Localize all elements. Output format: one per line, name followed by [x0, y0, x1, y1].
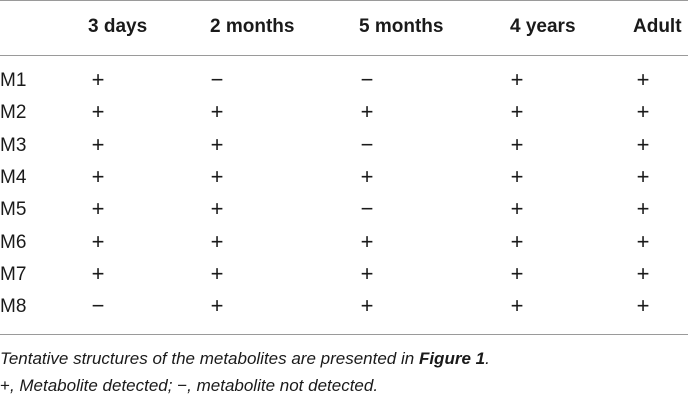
row-label-m6: M6: [0, 231, 27, 253]
top-rule: [0, 0, 688, 1]
table-cell: +: [636, 67, 650, 92]
row-label-m2: M2: [0, 102, 27, 124]
row-label-m1: M1: [0, 70, 27, 91]
table-cell: +: [360, 228, 374, 254]
table-cell: +: [510, 293, 524, 319]
table-cell: +: [210, 228, 224, 254]
table-cell: +: [636, 293, 650, 319]
table-cell: −: [360, 131, 374, 157]
legend-detected: , Metabolite detected;: [9, 376, 178, 395]
table-cell: +: [91, 228, 105, 254]
figure-reference: Figure 1: [418, 349, 486, 368]
table-cell: +: [510, 163, 524, 189]
table-cell: +: [360, 163, 374, 189]
table-cell: +: [360, 260, 374, 286]
table-cell: +: [91, 99, 105, 125]
header-4-years: 4 years: [510, 16, 576, 37]
plus-symbol: +: [0, 376, 10, 395]
header-adult: Adult: [633, 16, 682, 37]
legend-not-detected: , metabolite not detected.: [187, 376, 379, 395]
table-cell: −: [91, 293, 105, 319]
row-label-m7: M7: [0, 263, 27, 285]
table-cell: +: [636, 99, 650, 125]
table-cell: +: [636, 131, 650, 157]
table-cell: +: [636, 260, 650, 286]
table-cell: +: [636, 196, 650, 222]
header-5-months: 5 months: [359, 16, 444, 37]
header-rule: [0, 55, 688, 56]
row-label-m8: M8: [0, 296, 27, 318]
minus-symbol: −: [177, 376, 188, 395]
table-cell: +: [210, 293, 224, 319]
table-cell: +: [360, 99, 374, 125]
table-cell: +: [210, 99, 224, 125]
footnote-line-1: Tentative structures of the metabolites …: [0, 348, 490, 370]
row-label-m3: M3: [0, 134, 27, 156]
table-cell: +: [510, 99, 524, 125]
table-cell: +: [210, 196, 224, 222]
footnote-period: .: [485, 349, 490, 368]
bottom-rule: [0, 334, 688, 335]
table-cell: +: [210, 131, 224, 157]
table-cell: +: [91, 163, 105, 189]
table-cell: +: [210, 163, 224, 189]
footnote-text: Tentative structures of the metabolites …: [0, 349, 419, 368]
table-cell: −: [360, 67, 374, 92]
table-cell: +: [210, 260, 224, 286]
header-3-days: 3 days: [88, 16, 148, 37]
table-cell: +: [510, 131, 524, 157]
table-cell: +: [360, 293, 374, 319]
table-cell: −: [360, 196, 374, 222]
table-cell: +: [510, 260, 524, 286]
footnote-line-2: +, Metabolite detected; −, metabolite no…: [0, 375, 378, 397]
table-cell: +: [510, 228, 524, 254]
row-label-m5: M5: [0, 199, 27, 221]
table-cell: +: [636, 163, 650, 189]
table-cell: +: [91, 260, 105, 286]
table-cell: +: [510, 196, 524, 222]
table-cell: +: [636, 228, 650, 254]
table-cell: +: [91, 67, 105, 92]
table-cell: +: [91, 196, 105, 222]
row-label-m4: M4: [0, 166, 27, 188]
table-cell: +: [510, 67, 524, 92]
table-cell: −: [210, 67, 224, 92]
table-cell: +: [91, 131, 105, 157]
header-2-months: 2 months: [210, 16, 295, 37]
